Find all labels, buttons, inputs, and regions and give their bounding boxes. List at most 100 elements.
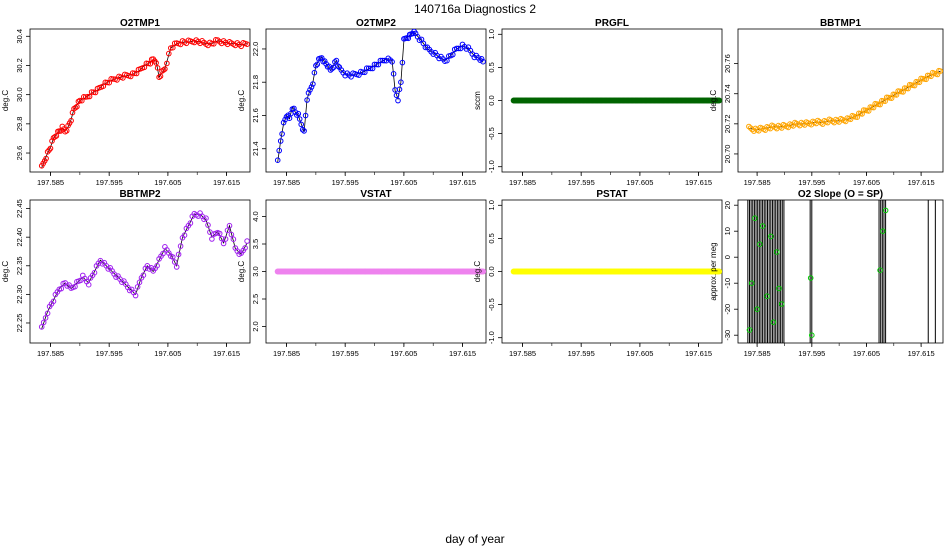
panel-title: VSTAT bbox=[360, 189, 391, 200]
data-point bbox=[304, 97, 310, 103]
y-tick-label: 22.0 bbox=[251, 42, 260, 57]
data-point bbox=[72, 283, 78, 290]
y-tick-label: -0.5 bbox=[487, 298, 496, 311]
data-point bbox=[143, 60, 150, 67]
data-point bbox=[477, 57, 483, 63]
y-tick-label: 22.30 bbox=[15, 285, 24, 304]
data-point bbox=[395, 97, 401, 104]
panel-title: PRGFL bbox=[595, 18, 629, 29]
data-point bbox=[757, 241, 763, 247]
data-point bbox=[68, 117, 74, 124]
y-tick-label: 0.5 bbox=[487, 233, 496, 243]
y-tick-label: -30 bbox=[723, 330, 732, 341]
data-point bbox=[301, 128, 307, 134]
data-point bbox=[166, 50, 172, 57]
plot-area bbox=[274, 268, 486, 275]
data-point bbox=[244, 41, 250, 48]
data-point bbox=[171, 40, 178, 47]
panel-title: BBTMP2 bbox=[119, 189, 161, 200]
x-tick-label: 197.605 bbox=[154, 349, 181, 358]
y-tick-label: 20.74 bbox=[723, 84, 732, 103]
data-point bbox=[216, 230, 223, 237]
data-point bbox=[313, 62, 319, 69]
data-point bbox=[145, 60, 152, 67]
data-point bbox=[333, 57, 340, 64]
data-point bbox=[220, 240, 227, 247]
y-tick-label: 2.5 bbox=[251, 294, 260, 304]
plot-area bbox=[510, 268, 722, 275]
data-point bbox=[102, 79, 109, 86]
x-tick-label: 197.585 bbox=[744, 178, 771, 187]
panel-title: O2TMP1 bbox=[120, 18, 160, 29]
x-tick-label: 197.605 bbox=[154, 178, 181, 187]
y-tick-label: 0.5 bbox=[487, 62, 496, 72]
data-point bbox=[365, 65, 372, 72]
plot-frame bbox=[737, 199, 944, 344]
data-point bbox=[218, 235, 225, 242]
y-tick-label: -20 bbox=[723, 304, 732, 315]
data-point bbox=[396, 86, 403, 93]
plot-area bbox=[746, 200, 936, 343]
data-point bbox=[937, 68, 943, 74]
data-point bbox=[42, 315, 49, 321]
y-axis-label: deg.C bbox=[237, 90, 246, 112]
y-axis-label: sccm bbox=[473, 91, 482, 110]
data-point bbox=[280, 119, 287, 126]
data-point bbox=[393, 92, 400, 99]
y-tick-label: 30.4 bbox=[15, 29, 24, 44]
data-point bbox=[716, 268, 722, 275]
data-point bbox=[132, 292, 139, 299]
y-tick-label: -1.0 bbox=[487, 331, 496, 344]
x-tick-label: 197.605 bbox=[853, 178, 880, 187]
data-point bbox=[321, 58, 328, 64]
data-point bbox=[759, 223, 766, 229]
y-axis-label: deg.C bbox=[1, 90, 10, 112]
series-line bbox=[41, 40, 248, 168]
panel-pstat: PSTAT deg.C 197.585 197.595 197.605 197.615 -1… bbox=[473, 189, 723, 358]
data-point bbox=[157, 73, 164, 79]
y-tick-label: -0.5 bbox=[487, 127, 496, 140]
y-axis-label: deg.C bbox=[709, 90, 718, 112]
y-tick-label: 30.2 bbox=[15, 58, 24, 73]
x-tick-label: 197.585 bbox=[273, 349, 300, 358]
y-tick-label: 22.45 bbox=[15, 199, 24, 218]
data-point bbox=[171, 259, 178, 265]
data-point bbox=[276, 147, 283, 154]
y-tick-label: 21.8 bbox=[251, 75, 260, 90]
x-tick-label: 197.585 bbox=[744, 349, 771, 358]
plot-frame bbox=[265, 28, 487, 173]
data-point bbox=[274, 157, 281, 163]
y-tick-label: 20.70 bbox=[723, 145, 732, 164]
data-point bbox=[453, 45, 460, 52]
data-point bbox=[203, 215, 209, 221]
data-point bbox=[363, 65, 370, 71]
plot-area bbox=[510, 97, 722, 104]
x-tick-label: 197.595 bbox=[568, 349, 595, 358]
x-tick-label: 197.615 bbox=[685, 349, 712, 358]
data-point bbox=[205, 222, 211, 228]
data-point bbox=[332, 59, 338, 65]
data-point bbox=[160, 250, 166, 257]
data-point bbox=[302, 112, 309, 119]
x-tick-label: 197.585 bbox=[37, 178, 64, 187]
data-point bbox=[38, 324, 45, 330]
data-point bbox=[314, 61, 321, 68]
data-point bbox=[164, 60, 170, 67]
x-tick-label: 197.585 bbox=[273, 178, 300, 187]
data-point bbox=[58, 285, 65, 292]
panel-title: PSTAT bbox=[596, 189, 627, 200]
x-tick-label: 197.615 bbox=[213, 349, 240, 358]
data-point bbox=[381, 57, 388, 64]
x-tick-label: 197.595 bbox=[798, 349, 825, 358]
data-point bbox=[390, 71, 397, 77]
data-point bbox=[752, 215, 758, 221]
data-point bbox=[85, 281, 92, 288]
data-point bbox=[40, 319, 47, 326]
x-tick-label: 197.615 bbox=[449, 178, 476, 187]
panel-vstat: VSTAT deg.C 197.585 197.595 197.605 197.615 2.… bbox=[237, 189, 487, 358]
data-point bbox=[50, 298, 57, 305]
y-tick-label: 22.40 bbox=[15, 228, 24, 247]
data-point bbox=[373, 61, 380, 68]
data-point bbox=[110, 76, 116, 82]
panel-bbtmp2: BBTMP2 deg.C 197.585 197.595 197.605 197.615 2… bbox=[1, 189, 251, 358]
